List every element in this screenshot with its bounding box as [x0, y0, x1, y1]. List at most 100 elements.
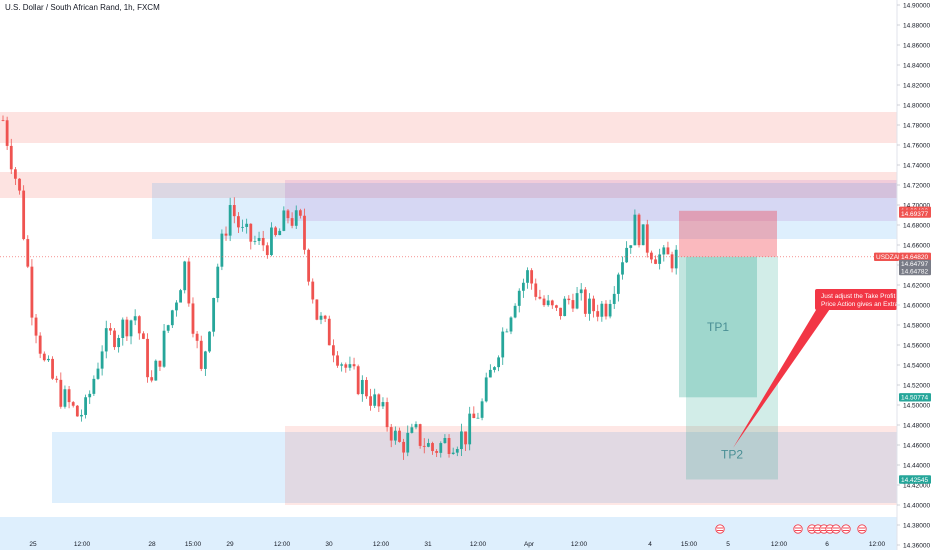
candle-body [604, 303, 608, 317]
price-tag [899, 393, 931, 402]
candle-body [563, 298, 567, 317]
y-tick-label: 14.56000 [903, 342, 930, 349]
y-tick-label: 14.80000 [903, 102, 930, 109]
resistance-zone-top [0, 112, 897, 143]
price-tag-label: 14.64782 [901, 268, 928, 275]
us-flag-icon [831, 524, 841, 534]
price-tag [899, 266, 931, 276]
candle-body [84, 397, 87, 415]
candle-body [666, 247, 670, 255]
candles-layer [1, 115, 678, 460]
y-tick-label: 14.66000 [903, 242, 930, 249]
price-tag-label: USDZAR [876, 254, 903, 261]
candle-body [612, 293, 616, 304]
candle-body [278, 230, 282, 236]
candle-body [261, 237, 265, 246]
y-tick-label: 14.60000 [903, 302, 930, 309]
tp1-label: TP1 [707, 320, 729, 334]
candle-body [480, 401, 484, 418]
x-tick-label: 12:00 [274, 541, 291, 548]
annotation-line: Just adjust the Take Profit [821, 293, 896, 300]
candle-body [674, 249, 678, 269]
y-tick-label: 14.44000 [903, 462, 930, 469]
candle-body [641, 224, 645, 246]
candle-body [670, 254, 674, 269]
candle-body [5, 120, 9, 146]
candle-body [286, 210, 290, 219]
candle-body [282, 210, 286, 231]
candle-body [158, 360, 162, 367]
candle-body [654, 259, 657, 264]
candle-body [75, 405, 79, 417]
candle-body [398, 430, 401, 442]
price-tag [899, 209, 931, 218]
y-tick-label: 14.36000 [903, 542, 930, 549]
candle-body [571, 300, 575, 309]
candle-body [464, 431, 467, 445]
candle-body [179, 290, 182, 303]
candle-body [245, 223, 249, 227]
candle-body [162, 330, 166, 367]
candle-body [555, 305, 558, 308]
candle-body [175, 302, 178, 311]
annotation-pointer [733, 300, 832, 448]
x-tick-label: 30 [325, 541, 333, 548]
candle-body [228, 205, 232, 236]
candle-body [133, 316, 137, 321]
candle-body [42, 353, 46, 361]
annotation-line: Price Action gives an Extra [821, 301, 899, 308]
y-tick-label: 14.54000 [903, 362, 930, 369]
candle-body [237, 216, 240, 228]
candle-body [332, 345, 335, 356]
candle-body [439, 443, 443, 453]
candle-body [319, 315, 323, 320]
candle-body [187, 261, 191, 304]
candle-body [637, 214, 641, 246]
candle-body [59, 379, 63, 407]
candle-body [393, 430, 397, 441]
price-tag-label: 14.64820 [901, 254, 928, 261]
candle-body [191, 303, 195, 334]
x-tick-label: 12:00 [373, 541, 390, 548]
supply-zone-purple [285, 180, 897, 221]
candle-body [521, 282, 525, 291]
candle-body [447, 437, 451, 454]
candle-body [534, 283, 538, 297]
y-tick-label: 14.50000 [903, 402, 930, 409]
chart-title: U.S. Dollar / South African Rand, 1h, FX… [5, 3, 160, 12]
candle-body [616, 274, 620, 294]
candle-body [315, 299, 319, 320]
candle-body [257, 237, 261, 241]
x-tick-label: 25 [29, 541, 37, 548]
candle-body [530, 270, 534, 284]
candle-body [195, 333, 199, 341]
y-tick-label: 14.42000 [903, 482, 930, 489]
y-tick-label: 14.88000 [903, 22, 930, 29]
candle-body [344, 364, 348, 368]
candle-body [142, 333, 145, 339]
x-tick-label: 28 [148, 541, 156, 548]
x-tick-label: 15:00 [681, 541, 698, 548]
price-tag [899, 252, 931, 261]
candle-body [241, 226, 244, 228]
candle-body [600, 303, 604, 317]
candle-body [662, 247, 666, 255]
zones-layer [0, 112, 897, 550]
candle-body [125, 319, 129, 337]
price-tag-label: 14.50774 [901, 395, 928, 402]
candle-body [100, 351, 104, 369]
candle-body [9, 145, 13, 170]
candle-body [352, 364, 356, 367]
candle-body [497, 357, 500, 368]
candle-body [323, 315, 327, 319]
x-tick-label: Apr [524, 541, 535, 548]
y-tick-label: 14.72000 [903, 182, 930, 189]
candle-body [443, 437, 447, 444]
candle-body [340, 364, 344, 366]
y-tick-label: 14.38000 [903, 522, 930, 529]
candle-body [645, 224, 649, 253]
candle-body [621, 262, 624, 275]
candle-body [298, 210, 302, 216]
candle-body [546, 300, 550, 306]
